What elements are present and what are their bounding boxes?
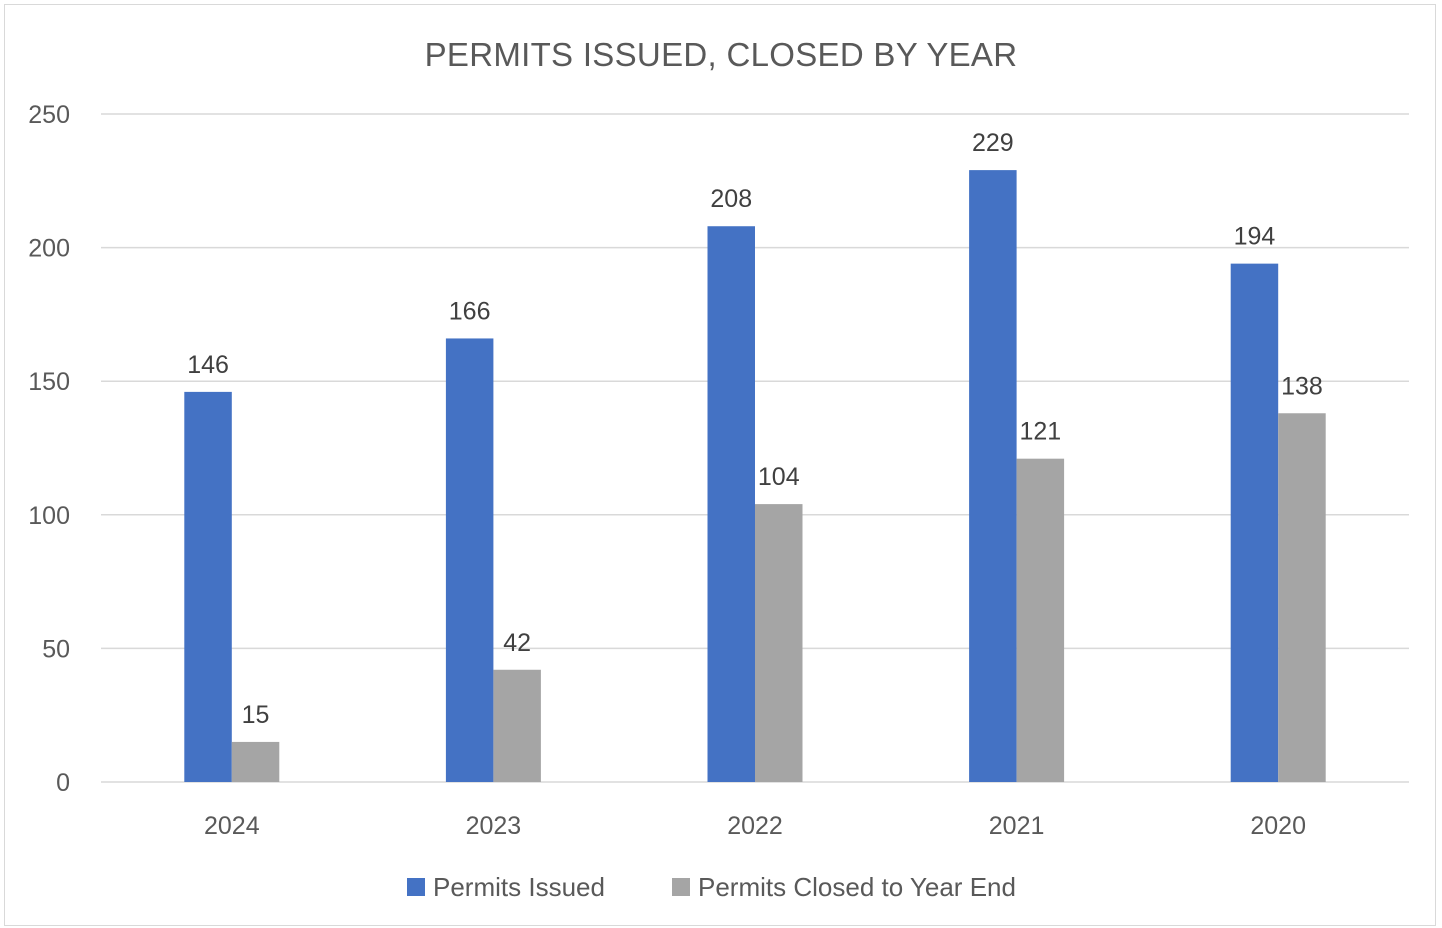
x-axis-ticks: 2024 2023 2022 2021 2020 [204, 812, 1306, 840]
bar-issued [184, 391, 232, 782]
x-tick-label: 2022 [727, 812, 783, 840]
x-tick-label: 2021 [989, 812, 1045, 840]
bar-closed [1016, 458, 1065, 782]
data-label: 42 [503, 629, 531, 657]
bar-issued [445, 338, 494, 782]
y-tick-label: 200 [28, 235, 70, 263]
data-label: 138 [1281, 372, 1323, 400]
legend-swatch-closed [672, 878, 690, 896]
y-tick-label: 100 [28, 502, 70, 530]
data-label: 229 [972, 129, 1014, 157]
legend-swatch-issued [407, 878, 425, 896]
bar-issued [969, 170, 1017, 782]
data-label: 104 [758, 463, 800, 491]
chart-title: PERMITS ISSUED, CLOSED BY YEAR [425, 36, 1018, 73]
bar-closed [755, 504, 803, 782]
x-tick-label: 2024 [204, 812, 260, 840]
y-axis-ticks: 0 50 100 150 200 250 [28, 101, 70, 797]
data-label: 121 [1019, 418, 1061, 446]
x-tick-label: 2020 [1250, 812, 1306, 840]
bar-closed [1278, 413, 1326, 782]
bar-issued [707, 226, 755, 782]
y-tick-label: 250 [28, 101, 70, 129]
data-label: 15 [242, 701, 270, 729]
bar-closed [493, 669, 541, 782]
y-tick-label: 50 [42, 635, 70, 663]
data-label: 208 [710, 185, 752, 213]
bar-closed [231, 741, 280, 782]
data-label: 166 [449, 297, 491, 325]
y-tick-label: 150 [28, 368, 70, 396]
legend-label: Permits Closed to Year End [698, 872, 1016, 902]
data-label: 194 [1234, 223, 1276, 251]
data-labels: 146 15 166 42 208 104 229 121 194 138 [187, 129, 1323, 729]
bars [184, 170, 1326, 783]
data-label: 146 [187, 351, 229, 379]
y-tick-label: 0 [56, 769, 70, 797]
legend: Permits Issued Permits Closed to Year End [407, 872, 1016, 902]
x-tick-label: 2023 [466, 812, 522, 840]
legend-label: Permits Issued [433, 872, 605, 902]
bar-issued [1230, 263, 1279, 783]
